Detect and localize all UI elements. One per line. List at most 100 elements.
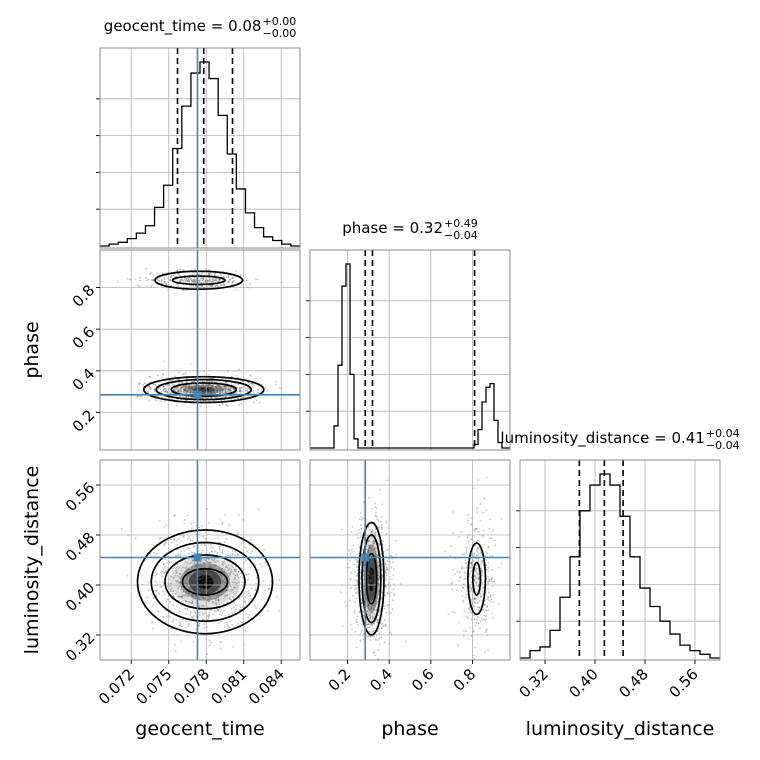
pair-2-sample-point bbox=[389, 631, 392, 634]
pair-2-sample-point bbox=[487, 582, 490, 585]
pair-0-sample-point bbox=[160, 281, 163, 283]
pair-2-sample-point bbox=[371, 624, 374, 627]
pair-2-sample-point bbox=[467, 612, 470, 614]
pair-1-sample-point bbox=[215, 581, 217, 584]
pair-2-sample-point bbox=[371, 596, 374, 598]
pair-1-sample-point bbox=[153, 551, 156, 554]
pair-2-sample-point bbox=[477, 547, 480, 550]
pair-1-sample-point bbox=[199, 577, 202, 580]
pair-1-sample-point bbox=[210, 562, 213, 564]
pair-1-sample-point bbox=[193, 614, 195, 617]
pair-1-sample-point bbox=[172, 576, 175, 579]
pair-2-sample-point bbox=[367, 609, 369, 612]
pair-2-sample-point bbox=[489, 555, 491, 557]
pair-2-sample-point bbox=[477, 479, 480, 482]
pair-1-sample-point bbox=[239, 608, 242, 611]
pair-0-sample-point bbox=[188, 387, 191, 390]
pair-1-sample-point bbox=[218, 622, 221, 625]
pair-0-sample-point bbox=[210, 392, 213, 395]
pair-2-sample-point bbox=[478, 606, 481, 608]
pair-1-sample-point bbox=[214, 602, 217, 605]
pair-0-sample-point bbox=[275, 381, 277, 383]
pair-2-sample-point bbox=[385, 574, 388, 577]
pair-2-sample-point bbox=[464, 630, 467, 632]
pair-2-sample-point bbox=[344, 600, 346, 603]
pair-1-sample-point bbox=[183, 595, 186, 597]
pair-2-sample-point bbox=[374, 502, 376, 505]
pair-1-sample-point bbox=[176, 580, 179, 582]
pair-2-sample-point bbox=[357, 532, 360, 535]
pair-0-sample-point bbox=[208, 280, 211, 283]
pair-1-sample-point bbox=[160, 585, 163, 588]
pair-0-sample-point bbox=[198, 279, 201, 282]
pair-2-sample-point bbox=[458, 580, 461, 582]
pair-2-sample-point bbox=[379, 609, 381, 612]
pair-0-sample-point bbox=[164, 390, 167, 393]
pair-1-sample-point bbox=[185, 600, 188, 603]
pair-1-sample-point bbox=[226, 623, 229, 626]
pair-0-sample-point bbox=[222, 403, 224, 406]
pair-1-sample-point bbox=[203, 558, 206, 561]
pair-0-sample-point bbox=[190, 391, 192, 393]
pair-1-sample-point bbox=[217, 597, 220, 600]
pair-2-sample-point bbox=[387, 603, 389, 606]
pair-1-sample-point bbox=[234, 593, 237, 596]
pair-2-sample-point bbox=[368, 626, 371, 629]
pair-2-sample-point bbox=[353, 563, 356, 566]
pair-2-sample-point bbox=[371, 586, 374, 589]
xtick-label-luminosity_distance-1: 0.40 bbox=[565, 665, 601, 701]
pair-2-sample-point bbox=[373, 574, 376, 577]
pair-2-sample-point bbox=[349, 559, 351, 562]
pair-0-sample-point bbox=[209, 285, 212, 288]
pair-2-sample-point bbox=[357, 560, 359, 563]
pair-1-sample-point bbox=[161, 570, 164, 573]
pair-2-sample-point bbox=[373, 532, 376, 535]
pair-0-sample-point bbox=[179, 390, 182, 392]
pair-2-sample-point bbox=[490, 580, 493, 582]
pair-2-sample-point bbox=[360, 516, 363, 518]
pair-2-sample-point bbox=[361, 623, 363, 626]
pair-0-sample-point bbox=[209, 285, 212, 287]
pair-2-sample-point bbox=[376, 591, 379, 594]
xlabel-phase: phase bbox=[381, 718, 438, 740]
pair-2-sample-point bbox=[468, 586, 471, 588]
pair-1-sample-point bbox=[228, 574, 231, 577]
pair-0-sample-point bbox=[238, 387, 241, 390]
pair-2-sample-point bbox=[369, 571, 371, 573]
pair-0-sample-point bbox=[190, 386, 193, 389]
pair-1-sample-point bbox=[190, 585, 193, 588]
pair-2-sample-point bbox=[470, 610, 472, 613]
pair-2-sample-point bbox=[367, 585, 369, 587]
pair-1-sample-point bbox=[255, 582, 257, 585]
pair-2-sample-point bbox=[482, 609, 484, 611]
pair-2-sample-point bbox=[367, 570, 370, 573]
pair-2-sample-point bbox=[367, 623, 369, 626]
pair-2-sample-point bbox=[370, 544, 372, 547]
pair-2-sample-point bbox=[469, 606, 471, 609]
pair-2-sample-point bbox=[492, 585, 494, 588]
pair-1-sample-point bbox=[214, 579, 216, 581]
pair-1-sample-point bbox=[241, 581, 243, 584]
pair-1-sample-point bbox=[169, 588, 172, 590]
pair-0-sample-point bbox=[238, 386, 241, 389]
pair-2-sample-point bbox=[473, 600, 475, 603]
pair-1-sample-point bbox=[190, 576, 192, 579]
pair-0-sample-point bbox=[240, 390, 243, 392]
pair-2-sample-point bbox=[380, 627, 383, 630]
pair-1-sample-point bbox=[221, 522, 224, 525]
pair-0-sample-point bbox=[220, 377, 223, 380]
pair-2-sample-point bbox=[465, 615, 468, 618]
pair-1-sample-point bbox=[221, 551, 224, 554]
pair-2-sample-point bbox=[465, 548, 468, 551]
pair-2-sample-point bbox=[477, 560, 479, 562]
pair-2-sample-point bbox=[394, 539, 397, 542]
pair-2-sample-point bbox=[474, 646, 476, 649]
pair-2-sample-point bbox=[379, 520, 382, 523]
pair-2-sample-point bbox=[362, 611, 365, 613]
pair-1-sample-point bbox=[152, 597, 155, 600]
pair-1-sample-point bbox=[214, 572, 217, 574]
pair-2-sample-point bbox=[367, 551, 370, 553]
pair-1-sample-point bbox=[202, 564, 205, 566]
pair-1-sample-point bbox=[228, 568, 230, 571]
pair-1-sample-point bbox=[162, 564, 165, 566]
